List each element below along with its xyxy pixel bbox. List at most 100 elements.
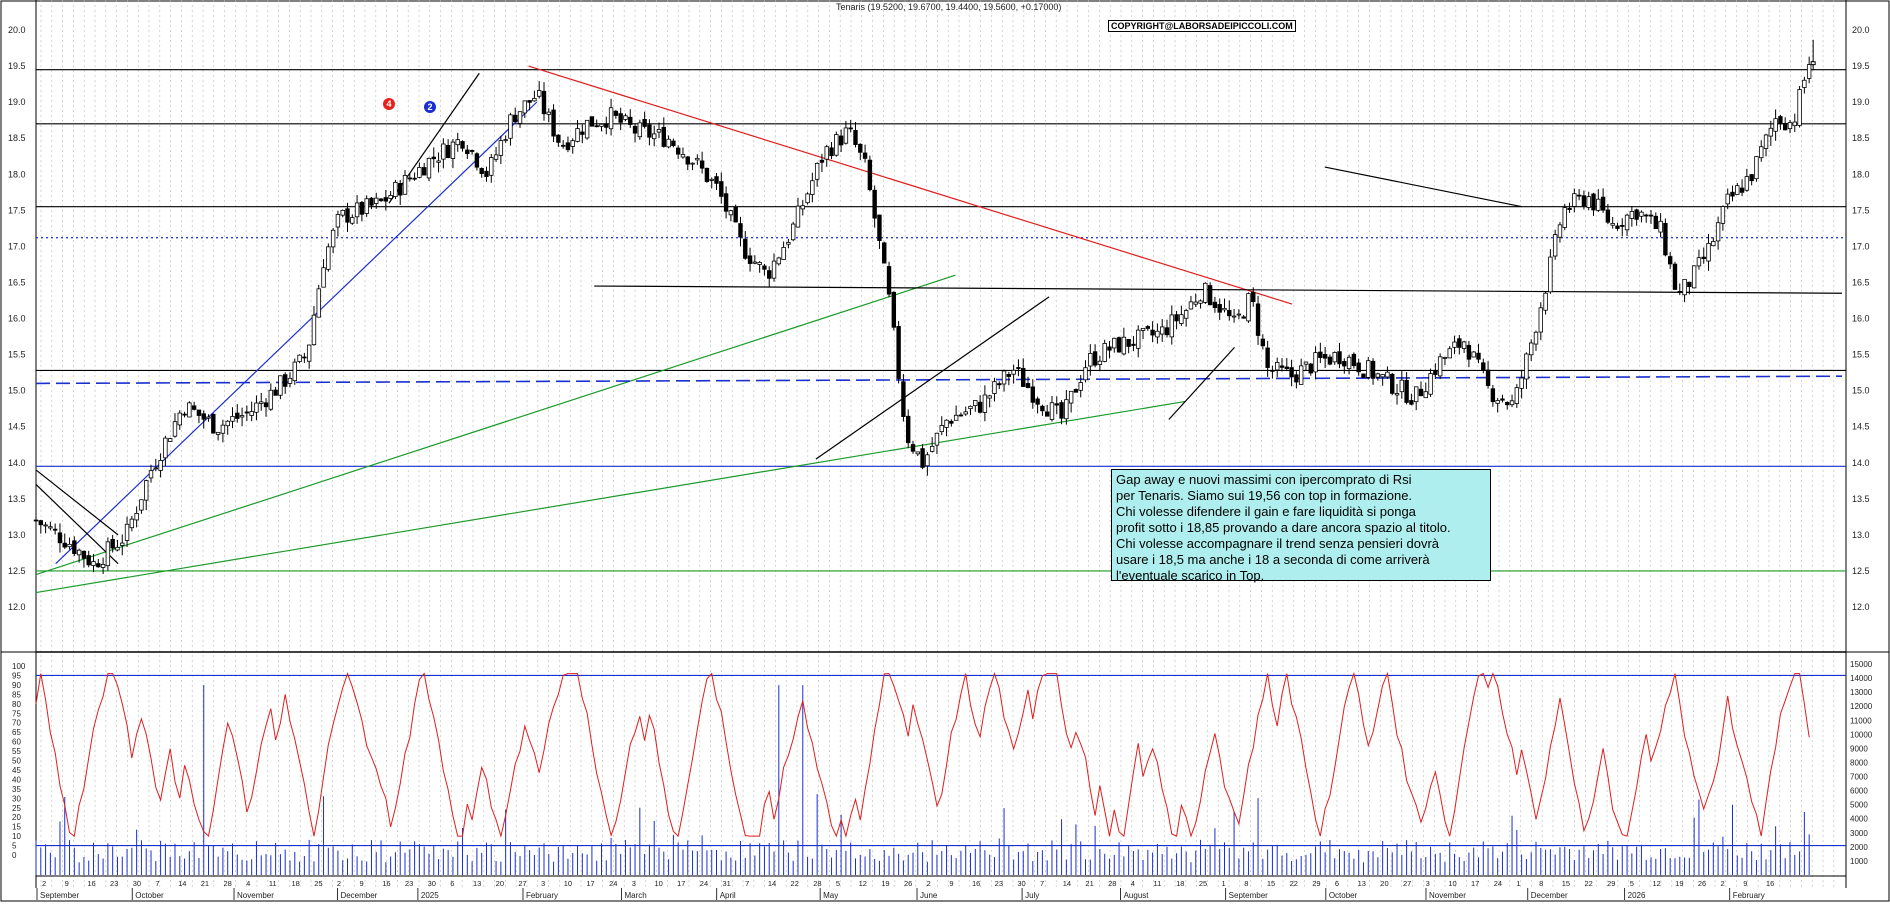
candle-body xyxy=(728,210,734,216)
candle-body xyxy=(316,288,321,318)
candle-body xyxy=(953,414,959,421)
day-tick-label: 25 xyxy=(1199,879,1207,888)
day-tick-label: 24 xyxy=(609,879,617,888)
month-label: June xyxy=(920,891,938,900)
day-tick-label: 21 xyxy=(201,879,209,888)
candle-body xyxy=(1068,390,1074,404)
candle-body xyxy=(929,445,935,452)
candle-body xyxy=(513,114,518,123)
month-label: 2025 xyxy=(421,891,439,900)
candle-body xyxy=(1040,405,1045,412)
copyright-label: COPYRIGHT@LABORSADEIPICCOLI.COM xyxy=(1108,20,1296,32)
candle-body xyxy=(235,412,240,419)
price-tick-label-right: 19.0 xyxy=(1852,97,1870,107)
candle-body xyxy=(167,438,173,442)
price-tick-label-left: 18.5 xyxy=(8,133,26,143)
day-tick-label: 17 xyxy=(586,879,594,888)
day-tick-label: 27 xyxy=(1403,879,1411,888)
rsi-tick-label: 40 xyxy=(12,775,21,784)
candle-body xyxy=(685,156,690,165)
candle-body xyxy=(321,267,326,288)
candle-body xyxy=(1188,301,1194,310)
day-tick-label: 21 xyxy=(1085,879,1093,888)
candle-body xyxy=(182,413,187,416)
candle-body xyxy=(1207,285,1213,306)
price-tick-label-left: 17.5 xyxy=(8,205,26,215)
candle-body xyxy=(1768,127,1774,137)
candle-body xyxy=(52,528,58,531)
day-tick-label: 3 xyxy=(541,879,545,888)
day-tick-label: 20 xyxy=(1380,879,1388,888)
month-label: February xyxy=(1733,891,1765,900)
day-tick-label: 28 xyxy=(223,879,231,888)
candle-body xyxy=(1744,176,1750,191)
candle-body xyxy=(96,563,101,568)
candle-body xyxy=(1107,346,1112,351)
day-tick-label: 7 xyxy=(155,879,159,888)
volume-tick-label: 5000 xyxy=(1850,801,1868,810)
trendline xyxy=(1168,346,1235,420)
vertical-grid xyxy=(40,0,1835,888)
day-tick-label: 2 xyxy=(337,879,341,888)
candle-body xyxy=(628,116,633,125)
day-tick-label: 19 xyxy=(1675,879,1683,888)
candle-body xyxy=(934,432,940,446)
day-tick-label: 26 xyxy=(904,879,912,888)
candle-body xyxy=(498,140,504,156)
day-tick-label: 6 xyxy=(1335,879,1339,888)
analysis-note: Gap away e nuovi massimi con ipercomprat… xyxy=(1111,469,1491,583)
candle-body xyxy=(393,181,398,197)
price-tick-label-left: 15.0 xyxy=(8,386,26,396)
candle-body xyxy=(196,409,202,416)
day-tick-label: 28 xyxy=(1108,879,1116,888)
candle-body xyxy=(719,181,724,197)
day-tick-label: 12 xyxy=(859,879,867,888)
volume-tick-label: 14000 xyxy=(1850,674,1873,683)
candle-body xyxy=(637,122,643,138)
candle-body xyxy=(115,546,120,551)
day-tick-label: 4 xyxy=(1131,879,1135,888)
day-tick-label: 25 xyxy=(314,879,322,888)
candle-body xyxy=(1011,369,1016,375)
price-tick-label-left: 16.5 xyxy=(8,277,26,287)
day-tick-label: 16 xyxy=(87,879,95,888)
price-tick-label-left: 17.0 xyxy=(8,241,26,251)
rsi-tick-label: 90 xyxy=(12,681,21,690)
candle-body xyxy=(201,413,206,420)
candle-body xyxy=(1778,116,1783,125)
candle-body xyxy=(1428,373,1433,395)
candle-body xyxy=(771,260,777,279)
trendline xyxy=(35,274,956,576)
candle-body xyxy=(1217,304,1222,313)
candle-body xyxy=(1490,388,1496,403)
day-tick-label: 17 xyxy=(677,879,685,888)
candle-body xyxy=(508,114,513,139)
candle-body xyxy=(1596,198,1601,211)
day-tick-label: 23 xyxy=(995,879,1003,888)
candle-body xyxy=(292,361,297,382)
candle-body xyxy=(1303,361,1309,365)
candle-body xyxy=(882,242,887,264)
candle-body xyxy=(613,110,619,116)
candle-body xyxy=(671,140,676,147)
candle-body xyxy=(1097,360,1103,365)
candle-body xyxy=(1169,314,1174,338)
candle-body xyxy=(441,143,446,160)
volume-tick-label: 6000 xyxy=(1850,787,1868,796)
candle-body xyxy=(1437,356,1443,377)
candle-body xyxy=(230,416,235,422)
candle-body xyxy=(776,257,782,265)
candle-body xyxy=(144,480,149,501)
month-label: September xyxy=(1229,891,1268,900)
candle-body xyxy=(666,138,671,148)
candle-body xyxy=(374,197,379,204)
candle-body xyxy=(1648,214,1654,217)
chart-header-title: Tenaris (19.5200, 19.6700, 19.4400, 19.5… xyxy=(836,2,1062,12)
day-tick-label: 9 xyxy=(949,879,953,888)
rsi-tick-label: 25 xyxy=(12,804,21,813)
candle-body xyxy=(278,375,283,396)
candle-body xyxy=(1356,362,1361,373)
day-tick-label: 30 xyxy=(1017,879,1025,888)
